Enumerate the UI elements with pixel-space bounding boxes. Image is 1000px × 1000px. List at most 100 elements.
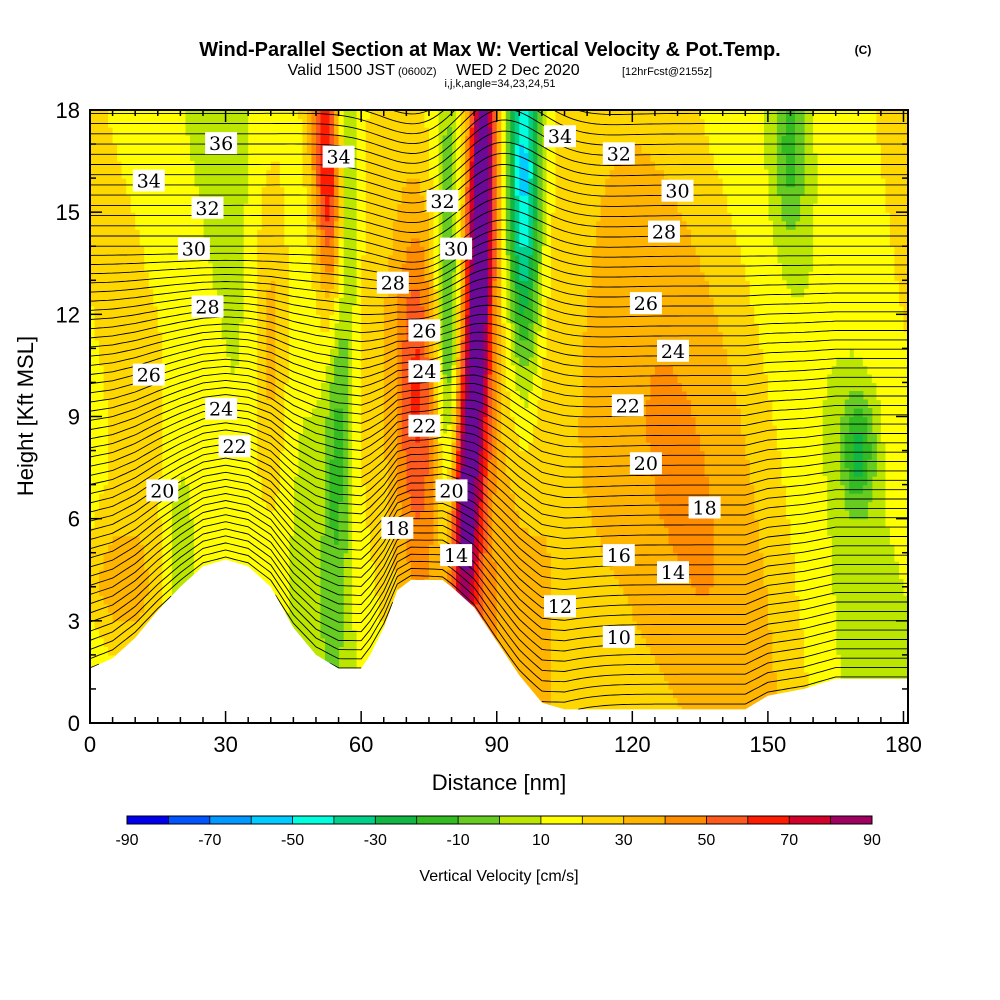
velocity-cell <box>126 280 132 290</box>
velocity-cell <box>103 203 109 213</box>
velocity-cell <box>419 501 425 511</box>
velocity-cell <box>139 408 145 418</box>
velocity-cell <box>365 212 371 222</box>
velocity-cell <box>121 237 127 247</box>
velocity-cell <box>153 501 159 511</box>
velocity-cell <box>392 365 398 375</box>
velocity-cell <box>130 237 136 247</box>
velocity-cell <box>148 152 154 162</box>
velocity-cell <box>189 416 195 426</box>
velocity-cell <box>392 339 398 349</box>
velocity-cell <box>239 518 245 528</box>
velocity-cell <box>230 416 236 426</box>
velocity-cell <box>117 237 123 247</box>
velocity-cell <box>157 280 163 290</box>
velocity-cell <box>379 552 385 562</box>
velocity-cell <box>90 442 96 452</box>
velocity-cell <box>401 254 407 264</box>
velocity-cell <box>397 110 403 120</box>
velocity-cell <box>361 348 367 358</box>
velocity-cell <box>148 408 154 418</box>
velocity-cell <box>306 152 312 162</box>
velocity-cell <box>261 493 267 503</box>
velocity-cell <box>334 186 340 196</box>
velocity-cell <box>117 144 123 154</box>
velocity-cell <box>103 654 109 664</box>
velocity-cell <box>284 203 290 213</box>
velocity-cell <box>424 271 430 281</box>
velocity-cell <box>112 118 118 128</box>
velocity-cell <box>90 510 96 520</box>
velocity-cell <box>329 178 335 188</box>
velocity-cell <box>139 280 145 290</box>
velocity-cell <box>144 220 150 230</box>
velocity-cell <box>248 476 254 486</box>
velocity-cell <box>442 510 448 520</box>
velocity-cell <box>180 305 186 315</box>
velocity-cell <box>162 186 168 196</box>
velocity-cell <box>157 152 163 162</box>
velocity-cell <box>193 408 199 418</box>
velocity-cell <box>406 169 412 179</box>
velocity-cell <box>338 578 344 588</box>
velocity-cell <box>293 314 299 324</box>
velocity-cell <box>90 484 96 494</box>
velocity-cell <box>117 161 123 171</box>
velocity-cell <box>180 288 186 298</box>
velocity-cell <box>257 527 263 537</box>
velocity-cell <box>329 493 335 503</box>
velocity-cell <box>126 322 132 332</box>
velocity-cell <box>456 322 462 332</box>
velocity-cell <box>388 484 394 494</box>
velocity-cell <box>225 527 231 537</box>
velocity-cell <box>419 144 425 154</box>
velocity-cell <box>397 229 403 239</box>
velocity-cell <box>370 450 376 460</box>
velocity-cell <box>180 459 186 469</box>
velocity-cell <box>112 178 118 188</box>
velocity-cell <box>108 365 114 375</box>
velocity-cell <box>370 178 376 188</box>
velocity-cell <box>175 356 181 366</box>
velocity-cell <box>126 356 132 366</box>
velocity-cell <box>365 110 371 120</box>
velocity-cell <box>266 356 272 366</box>
velocity-cell <box>306 280 312 290</box>
velocity-cell <box>334 263 340 273</box>
velocity-cell <box>388 263 394 273</box>
velocity-cell <box>383 118 389 128</box>
velocity-cell <box>99 297 105 307</box>
velocity-cell <box>279 348 285 358</box>
velocity-cell <box>325 493 331 503</box>
velocity-cell <box>230 501 236 511</box>
velocity-cell <box>175 442 181 452</box>
velocity-cell <box>248 425 254 435</box>
velocity-cell <box>243 408 249 418</box>
velocity-cell <box>130 501 136 511</box>
velocity-cell <box>447 314 453 324</box>
velocity-cell <box>166 186 172 196</box>
velocity-cell <box>275 467 281 477</box>
velocity-cell <box>261 433 267 443</box>
velocity-cell <box>293 212 299 222</box>
velocity-cell <box>175 373 181 383</box>
velocity-cell <box>126 331 132 341</box>
velocity-cell <box>175 339 181 349</box>
velocity-cell <box>419 178 425 188</box>
velocity-cell <box>166 314 172 324</box>
velocity-cell <box>207 459 213 469</box>
velocity-cell <box>126 127 132 137</box>
velocity-cell <box>103 416 109 426</box>
velocity-cell <box>261 365 267 375</box>
velocity-cell <box>207 501 213 511</box>
velocity-cell <box>180 144 186 154</box>
velocity-cell <box>175 178 181 188</box>
velocity-cell <box>94 254 100 264</box>
velocity-cell <box>99 322 105 332</box>
velocity-cell <box>90 314 96 324</box>
velocity-cell <box>442 271 448 281</box>
velocity-cell <box>379 612 385 622</box>
velocity-cell <box>135 527 141 537</box>
velocity-cell <box>374 544 380 554</box>
velocity-cell <box>293 246 299 256</box>
